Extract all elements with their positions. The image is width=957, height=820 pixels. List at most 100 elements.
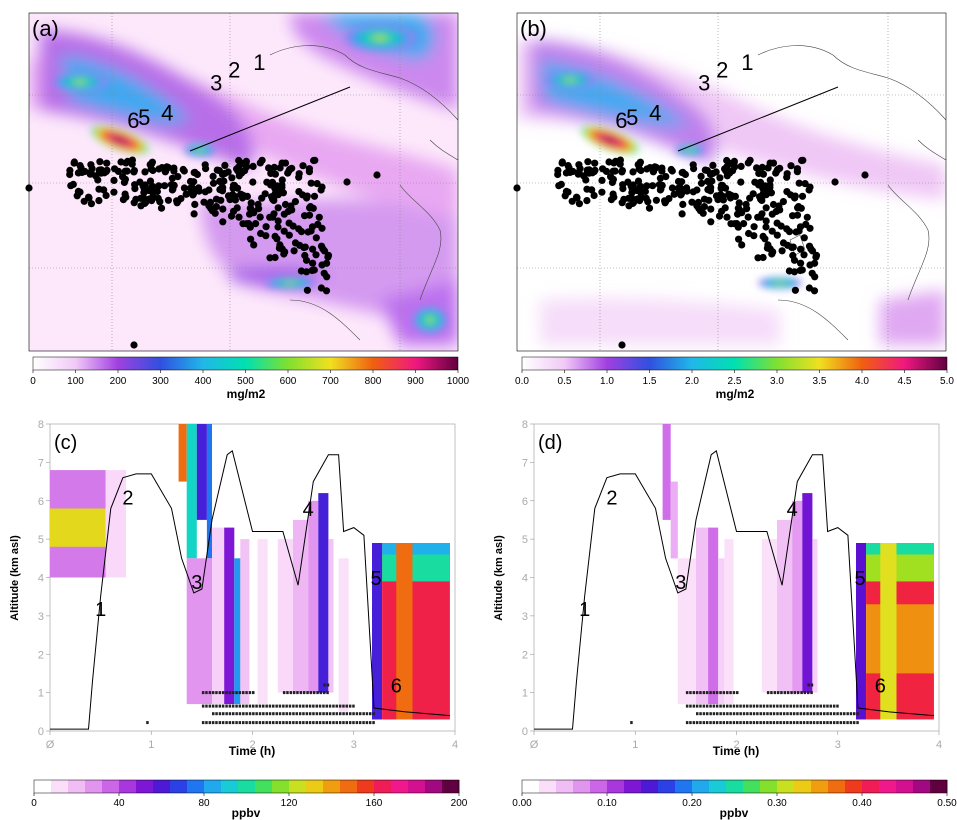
panel-c-particle-marker: [282, 704, 285, 708]
panel-c-particle-marker: [295, 712, 298, 716]
panel-c-particle-marker: [262, 704, 265, 708]
panel-c-particle-marker: [218, 712, 222, 716]
panel-c-colorbar-tick-label: 0: [31, 798, 37, 809]
panel-d-particle-marker: [856, 721, 859, 725]
panel-b-particle-dot: [718, 181, 726, 189]
panel-c-particle-marker: [268, 721, 272, 725]
panel-a-particle-dot: [312, 234, 320, 242]
panel-b-colorbar-tick-label: 0.0: [515, 376, 529, 387]
panel-a-particle-dot: [256, 213, 264, 221]
panel-a-particle-dot: [148, 158, 156, 166]
panel-b-particle-dot: [575, 200, 584, 208]
panel-b-particle-dot: [743, 205, 751, 213]
panel-d-particle-marker: [705, 691, 709, 695]
panel-c-cell: [338, 558, 349, 712]
panel-d-particle-marker: [695, 704, 699, 708]
panel-d-particle-marker: [853, 712, 856, 716]
panel-d-particle-marker: [695, 721, 699, 725]
panel-b-particle-dot: [759, 253, 767, 262]
panel-d-particle-marker: [762, 704, 766, 708]
panel-c-particle-marker: [208, 691, 212, 695]
panel-c-cell: [308, 500, 319, 693]
panel-b-particle-dot: [562, 169, 571, 177]
panel-a-particle-dot: [247, 199, 255, 207]
panel-d-cell: [866, 673, 934, 720]
panel-c-colorbar-segment: [340, 780, 358, 793]
panel-a-particle-dot: [173, 199, 181, 207]
panel-d-particle-marker: [766, 704, 769, 708]
panel-c-particle-marker: [319, 691, 323, 695]
panel-d-y-tick-label: 5: [522, 534, 528, 546]
panel-a-particle-dot: [343, 178, 351, 186]
panel-c-cell: [382, 554, 450, 582]
panel-d-y-tick-label: 3: [522, 611, 528, 623]
panel-c-particle-marker: [231, 691, 235, 695]
panel-d-particle-marker: [826, 712, 829, 716]
panel-b-particle-dot: [808, 269, 816, 277]
panel-b-particle-dot: [677, 190, 686, 198]
panel-a-particle-dot: [102, 191, 110, 200]
panel-c-particle-marker: [218, 721, 222, 725]
panel-a-particle-dot: [297, 228, 306, 236]
panel-c-particle-marker: [328, 704, 332, 708]
panel-c-x-tick-label: Ø: [46, 739, 55, 751]
panel-d-particle-marker: [789, 712, 793, 716]
panel-d-particle-marker: [746, 704, 749, 708]
panel-b-particle-dot: [800, 234, 808, 242]
panel-d-particle-marker: [736, 721, 739, 725]
panel-b-particle-dot: [723, 156, 731, 165]
panel-d-particle-marker: [732, 712, 736, 716]
panel-d-particle-marker: [685, 691, 689, 695]
panel-a-particle-dot: [303, 194, 311, 202]
panel-c-particle-marker: [292, 704, 295, 708]
panel-c-particle-marker: [278, 704, 282, 708]
panel-c-colorbar-segment: [306, 780, 324, 793]
panel-d-particle-marker: [796, 712, 799, 716]
panel-c-particle-marker: [221, 721, 225, 725]
panel-c-particle-marker: [359, 712, 362, 716]
panel-d-particle-marker: [630, 721, 633, 725]
panel-b-particle-dot: [598, 188, 606, 196]
panel-a-particle-dot: [289, 222, 297, 230]
panel-b-particle-dot: [704, 177, 712, 185]
panel-a-particle-dot: [149, 166, 157, 175]
panel-d-colorbar-segment: [743, 780, 761, 793]
panel-c-particle-marker: [322, 712, 325, 716]
panel-d-colorbar-tick-label: 0.10: [597, 798, 617, 809]
panel-a-particle-dot: [309, 245, 317, 253]
panel-d-colorbar-segment: [590, 780, 608, 793]
panel-a-particle-dot: [219, 184, 227, 192]
panel-c-track-label-6: 6: [391, 676, 402, 698]
panel-a-particle-dot: [278, 176, 286, 184]
panel-d-particle-marker: [772, 704, 776, 708]
panel-c-track-label-3: 3: [191, 572, 202, 594]
panel-c-cell: [234, 558, 241, 705]
panel-b-particle-dot: [762, 204, 770, 212]
panel-c-particle-marker: [245, 712, 248, 716]
panel-d-particle-marker: [705, 704, 709, 708]
panel-a-particle-dot: [295, 188, 303, 196]
panel-b-particle-dot: [793, 211, 802, 219]
panel-c-particle-marker: [342, 721, 345, 725]
panel-b-colorbar-tick-label: 2.5: [728, 376, 742, 387]
panel-d-particle-marker: [709, 691, 712, 695]
panel-a-label: (a): [32, 16, 59, 41]
panel-c-particle-marker: [355, 712, 359, 716]
panel-b-particle-dot: [649, 182, 657, 190]
panel-d-particle-marker: [709, 712, 712, 716]
panel-a-particle-dot: [257, 229, 265, 238]
panel-c-particle-marker: [252, 704, 255, 708]
panel-b-particle-dot: [714, 196, 722, 204]
panel-c-particle-marker: [299, 691, 303, 695]
panel-c-particle-marker: [218, 691, 222, 695]
panel-b-colorbar-tick-label: 0.5: [558, 376, 572, 387]
panel-c-colorbar-segment: [85, 780, 103, 793]
panel-c-track-label-5: 5: [370, 568, 381, 590]
panel-a-particle-dot: [76, 188, 84, 196]
panel-c-particle-marker: [285, 721, 288, 725]
panel-d-label: (d): [538, 432, 562, 454]
panel-d-particle-marker: [726, 691, 729, 695]
panel-d-particle-marker: [806, 712, 809, 716]
panel-c-particle-marker: [325, 721, 328, 725]
panel-b-particle-dot: [766, 245, 774, 253]
